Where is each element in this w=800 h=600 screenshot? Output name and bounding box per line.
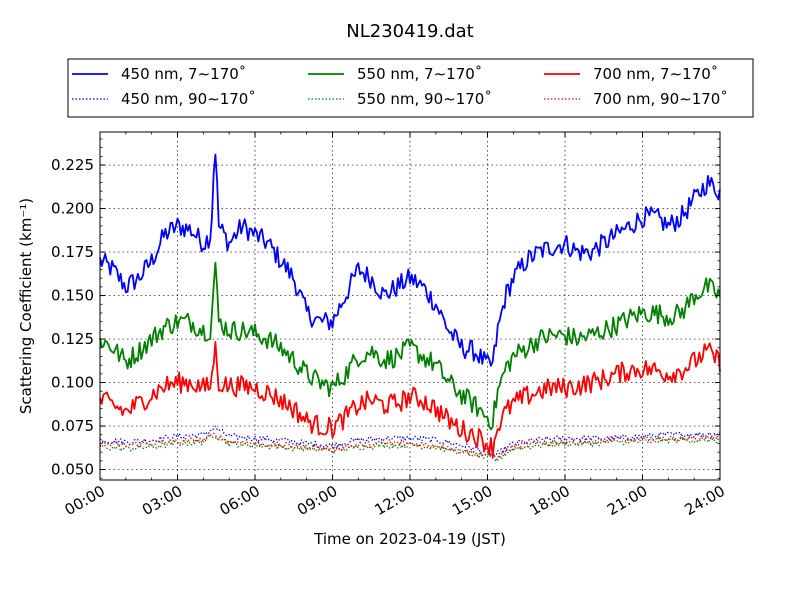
legend: 450 nm, 7∼170˚ 450 nm, 90∼170˚ 550 nm, 7∼1… — [67, 58, 754, 118]
y-tick-labels: 0.050 0.075 0.100 0.125 0.150 0.175 0.200 0.225 — [51, 156, 94, 479]
chart-title: NL230419.dat — [346, 21, 473, 42]
legend-label-2: 450 nm, 90∼170˚ — [121, 90, 256, 108]
series-line-1 — [99, 153, 721, 367]
x-axis-label: Time on 2023-04-19 (JST) — [313, 530, 506, 548]
series-line-5 — [99, 340, 721, 458]
series-line-4 — [99, 435, 721, 462]
y-tick-label: 0.125 — [51, 330, 94, 348]
y-tick-label: 0.075 — [51, 417, 94, 435]
series-line-6 — [99, 432, 721, 461]
y-tick-label: 0.050 — [51, 461, 94, 479]
y-tick-label: 0.175 — [51, 243, 94, 261]
y-tick-label: 0.100 — [51, 374, 94, 392]
legend-label-5: 700 nm, 7∼170˚ — [593, 65, 718, 83]
legend-label-3: 550 nm, 7∼170˚ — [357, 65, 482, 83]
legend-frame — [67, 58, 754, 118]
series-layer — [99, 153, 721, 462]
series-line-3 — [99, 261, 721, 431]
legend-label-1: 450 nm, 7∼170˚ — [121, 65, 246, 83]
y-tick-label: 0.225 — [51, 156, 94, 174]
y-tick-label: 0.200 — [51, 200, 94, 218]
y-axis-label: Scattering Coefficient (km⁻¹) — [17, 198, 35, 414]
legend-label-4: 550 nm, 90∼170˚ — [357, 90, 492, 108]
legend-label-6: 700 nm, 90∼170˚ — [593, 90, 728, 108]
ticks — [99, 132, 721, 480]
y-tick-label: 0.150 — [51, 287, 94, 305]
